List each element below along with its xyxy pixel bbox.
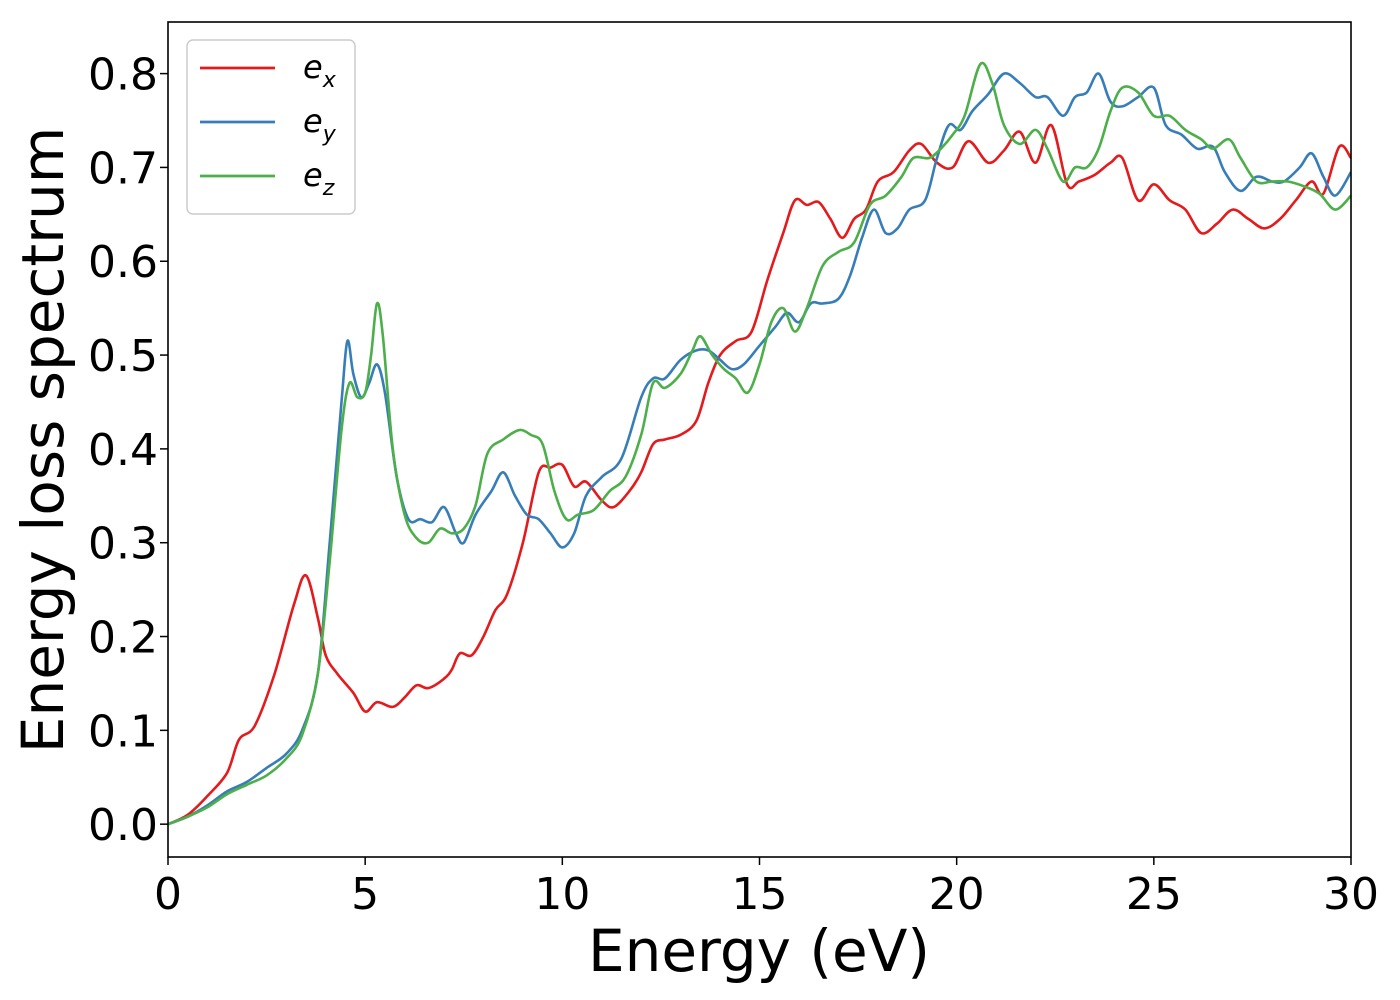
- series-line-e-x: [168, 123, 1351, 826]
- x-tick-label: 15: [732, 869, 788, 920]
- x-tick-label: 20: [929, 869, 985, 920]
- legend-label-e-y: ey: [303, 102, 337, 147]
- legend-label-base: e: [303, 156, 323, 194]
- x-tick-label: 0: [154, 869, 182, 920]
- legend-box: [186, 39, 356, 215]
- legend-label-e-z: ez: [303, 156, 335, 201]
- x-tick-label: 25: [1126, 869, 1182, 920]
- series-line-e-y: [168, 72, 1351, 826]
- y-tick-label: 0.1: [88, 706, 158, 757]
- x-axis-ticks: 0 5 10 15 20 25 30: [154, 857, 1379, 920]
- legend-label-subscript: y: [322, 122, 337, 147]
- series-line-e-z: [168, 61, 1351, 826]
- y-tick-label: 0.3: [88, 519, 158, 570]
- plot-lines: [168, 61, 1351, 826]
- legend-label-base: e: [303, 48, 323, 86]
- legend-label-subscript: z: [322, 176, 335, 201]
- x-axis-label: Energy (eV): [588, 917, 930, 985]
- y-tick-label: 0.5: [88, 331, 158, 382]
- x-tick-label: 10: [534, 869, 590, 920]
- legend-label-e-x: ex: [303, 48, 337, 93]
- y-tick-label: 0.0: [88, 800, 158, 851]
- plot-frame: [167, 21, 1352, 858]
- legend-label-base: e: [303, 102, 323, 140]
- y-tick-label: 0.2: [88, 613, 158, 664]
- y-tick-label: 0.4: [88, 425, 158, 476]
- y-tick-label: 0.8: [88, 50, 158, 101]
- y-axis-ticks: 0.0 0.1 0.2 0.3 0.4 0.5 0.6 0.7 0.8: [88, 50, 168, 851]
- x-tick-label: 30: [1323, 869, 1379, 920]
- y-tick-label: 0.6: [88, 237, 158, 288]
- y-tick-label: 0.7: [88, 143, 158, 194]
- x-tick-label: 5: [351, 869, 379, 920]
- legend-label-subscript: x: [322, 68, 337, 93]
- y-axis-label: Energy loss spectrum: [9, 127, 77, 753]
